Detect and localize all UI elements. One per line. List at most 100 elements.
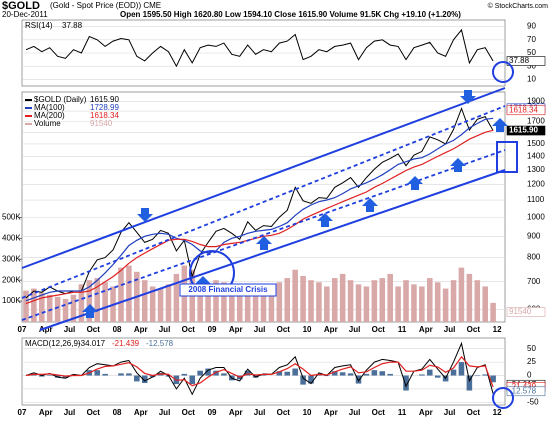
y-tick-label: 900 bbox=[527, 231, 541, 240]
histogram-bar bbox=[292, 368, 298, 376]
volume-bar bbox=[482, 286, 488, 322]
value-label: 91540 bbox=[509, 307, 532, 316]
volume-bar bbox=[379, 278, 386, 322]
volume-bar bbox=[458, 267, 465, 322]
volume-bar bbox=[387, 273, 393, 322]
legend-value: 1615.90 bbox=[90, 95, 119, 104]
x-tick-label: 12 bbox=[493, 325, 502, 334]
volume-bar bbox=[434, 282, 441, 322]
volume-bar bbox=[221, 282, 227, 322]
x-tick-label: Oct bbox=[182, 408, 196, 417]
histogram-bar bbox=[189, 375, 196, 385]
volume-bar bbox=[466, 273, 473, 322]
volume-bar bbox=[236, 290, 243, 322]
histogram-bar bbox=[474, 375, 481, 377]
x-tick-label: Apr bbox=[229, 325, 243, 334]
value-label: 37.88 bbox=[509, 56, 530, 65]
y2-tick-label: 500K bbox=[2, 213, 21, 222]
histogram-bar bbox=[197, 370, 203, 376]
panel-title-value: 37.88 bbox=[62, 21, 83, 30]
x-tick-label: Jul bbox=[349, 325, 361, 334]
histogram-bar bbox=[466, 375, 473, 391]
rsi-circle bbox=[492, 61, 514, 83]
histogram-bar bbox=[379, 371, 386, 376]
quote: Open 1595.50 High 1620.80 Low 1594.10 Cl… bbox=[120, 10, 461, 19]
volume-bar bbox=[324, 286, 330, 322]
volume-bar bbox=[355, 284, 362, 322]
histogram-bar bbox=[458, 362, 465, 376]
histogram-bar bbox=[284, 371, 291, 376]
x-tick-label: Apr bbox=[39, 325, 53, 334]
volume-bar bbox=[347, 280, 354, 322]
volume-bar bbox=[427, 278, 433, 322]
x-tick-label: 08 bbox=[113, 325, 122, 334]
y-tick-label: 25 bbox=[527, 357, 536, 366]
histogram-bar bbox=[46, 374, 53, 376]
value-label: 1615.90 bbox=[509, 126, 538, 135]
x-tick-label: Oct bbox=[372, 408, 386, 417]
annotation-box bbox=[179, 283, 277, 297]
x-tick-label: Oct bbox=[277, 408, 291, 417]
histogram-bar bbox=[482, 374, 488, 376]
volume-bar bbox=[173, 273, 180, 322]
x-tick-label: Oct bbox=[467, 325, 481, 334]
volume-bar bbox=[31, 288, 37, 322]
series-line bbox=[25, 28, 494, 68]
panel-title-value: -21.439 bbox=[112, 339, 140, 348]
trend-channel bbox=[21, 87, 506, 331]
x-tick-label: Jul bbox=[64, 408, 76, 417]
volume-bar bbox=[403, 280, 409, 322]
y-tick-label: 30 bbox=[527, 61, 536, 70]
panel-title: RSI(14) bbox=[25, 21, 53, 30]
x-tick-label: 08 bbox=[113, 408, 122, 417]
volume-bar bbox=[141, 280, 148, 322]
volume-bar bbox=[474, 280, 481, 322]
volume-bar bbox=[46, 294, 53, 322]
date: 20-Dec-2011 bbox=[2, 10, 48, 19]
plot-layer: 103050709037.88RSI(14)37.886007008009001… bbox=[2, 21, 545, 417]
panel-title-value: -12.578 bbox=[146, 339, 174, 348]
volume-bar bbox=[331, 278, 338, 322]
y-tick-label: 0 bbox=[527, 371, 532, 380]
volume-bar bbox=[395, 286, 401, 322]
y-tick-label: 1300 bbox=[527, 165, 545, 174]
volume-bar bbox=[94, 278, 100, 322]
histogram-bar bbox=[371, 370, 378, 376]
volume-bar bbox=[442, 288, 449, 322]
volume-bar bbox=[126, 265, 132, 322]
x-tick-label: Jul bbox=[444, 408, 456, 417]
histogram-bar bbox=[181, 373, 188, 376]
x-tick-label: Apr bbox=[419, 408, 433, 417]
volume-bar bbox=[316, 282, 322, 322]
volume-bar bbox=[363, 286, 370, 322]
volume-bar bbox=[78, 284, 85, 322]
volume-bar bbox=[70, 294, 77, 322]
histogram-bar bbox=[213, 370, 219, 376]
value-tag bbox=[506, 386, 546, 397]
volume-bar bbox=[229, 284, 235, 322]
subtitle: (Gold - Spot Price (EOD)) CME bbox=[50, 1, 161, 10]
y-tick-label: 70 bbox=[527, 35, 536, 44]
y2-tick-label: 200K bbox=[2, 275, 21, 284]
x-tick-label: Apr bbox=[419, 325, 433, 334]
value-label: -12.578 bbox=[509, 386, 537, 395]
volume-bar bbox=[292, 269, 298, 322]
y-tick-label: -50 bbox=[527, 397, 539, 406]
histogram-bar bbox=[403, 375, 409, 391]
legend-name: MA(200) bbox=[34, 111, 65, 120]
histogram-bar bbox=[308, 375, 314, 384]
y2-tick-label: 400K bbox=[2, 233, 21, 242]
volume-bar bbox=[244, 286, 251, 322]
histogram-bar bbox=[419, 374, 425, 376]
y2-tick-label: 300K bbox=[2, 254, 21, 263]
volume-bar bbox=[260, 292, 267, 322]
value-tag bbox=[506, 105, 546, 116]
histogram-bar bbox=[387, 373, 393, 376]
x-tick-label: Oct bbox=[87, 408, 101, 417]
histogram-bar bbox=[102, 373, 108, 376]
x-tick-label: Apr bbox=[134, 408, 148, 417]
volume-bar bbox=[86, 280, 93, 322]
macd-frame bbox=[21, 337, 506, 406]
annotation: 2008 Financial Crisis bbox=[188, 285, 268, 294]
series-line bbox=[25, 355, 494, 388]
